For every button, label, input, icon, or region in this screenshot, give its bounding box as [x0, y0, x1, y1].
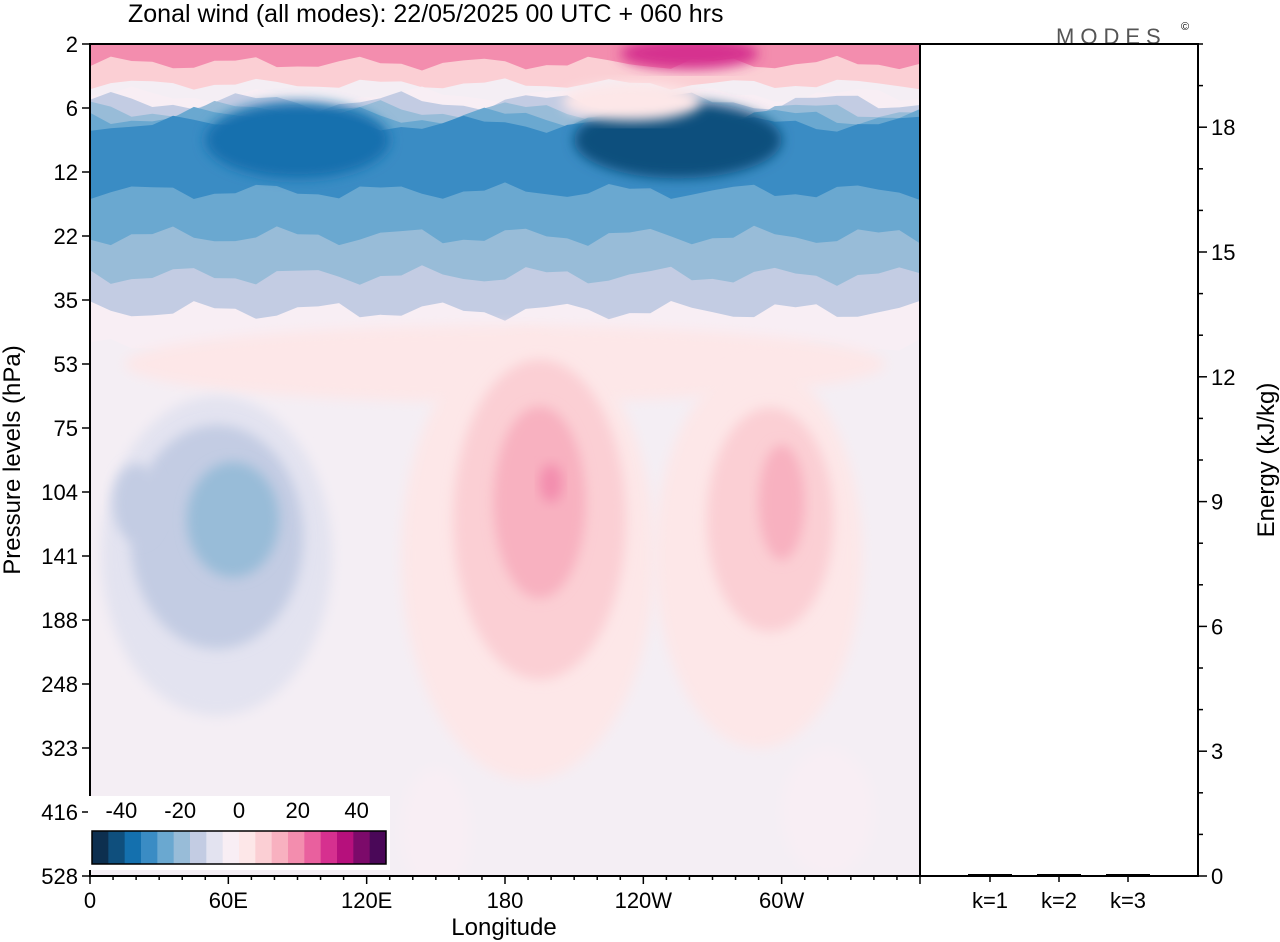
- colorbar-cell: [190, 831, 207, 864]
- energy-bar-k=3: [1106, 874, 1150, 876]
- easterly-region-west: [113, 463, 160, 541]
- colorbar-cell: [239, 831, 256, 864]
- lower-easterly-patch-1: [781, 748, 874, 876]
- y-tick-label: 2: [66, 32, 78, 57]
- energy-axis-title: Energy (kJ/kg): [1253, 383, 1280, 538]
- y-tick-label: 22: [54, 224, 78, 249]
- colorbar-cell: [92, 831, 109, 864]
- y-tick-label: 35: [54, 288, 78, 313]
- colorbar-frame: [91, 830, 387, 865]
- colorbar-label: 20: [286, 798, 310, 823]
- colorbar-cell: [337, 831, 354, 864]
- x-tick-label: 0: [84, 888, 96, 913]
- energy-bar-k=2: [1037, 874, 1081, 876]
- westerly-60w-core: [758, 444, 805, 560]
- x-tick-label: 180: [487, 888, 524, 913]
- energy-panel: k=1 k=2 k=3: [919, 43, 1199, 913]
- energy-frame: [919, 43, 1199, 877]
- colorbar-cell: [304, 831, 322, 864]
- colorbar-labels: -40 -20 0 20 40: [106, 798, 369, 823]
- upper-band-weak: [562, 82, 701, 121]
- y-tick-label: 6: [66, 96, 78, 121]
- energy-tick-label: 12: [1211, 365, 1235, 390]
- jet-core-west: [574, 101, 782, 179]
- colorbar-label: 0: [233, 798, 245, 823]
- y-tick-label: 12: [54, 160, 78, 185]
- energy-bars: k=1 k=2 k=3: [968, 874, 1150, 913]
- energy-bar-k=1: [968, 874, 1012, 876]
- y-tick-label: 323: [41, 736, 78, 761]
- colorbar-cell: [369, 831, 387, 864]
- y-axis-title: Pressure levels (hPa): [0, 345, 26, 574]
- y-tick-label: 528: [41, 864, 78, 889]
- colorbar-label: -40: [106, 798, 138, 823]
- energy-tick-label: 6: [1211, 614, 1223, 639]
- y-tick-label: 53: [54, 352, 78, 377]
- heatmap-bands: [90, 44, 920, 356]
- colorbar-cell: [222, 831, 240, 864]
- x-tick-label: 120W: [615, 888, 673, 913]
- colorbar-cell: [288, 831, 305, 864]
- upper-band-core: [620, 44, 759, 70]
- colorbar: -40 -20 0 20 40: [88, 796, 390, 870]
- colorbar-cell: [206, 831, 224, 864]
- heatmap-plot: [90, 44, 920, 876]
- colorbar-cell: [255, 831, 273, 864]
- y-tick-label: 141: [41, 544, 78, 569]
- colorbar-cell: [320, 831, 338, 864]
- y-tick-label: 248: [41, 672, 78, 697]
- energy-axis: 0 3 6 9 12 15 18: [1198, 43, 1235, 889]
- colorbar-cell: [124, 831, 142, 864]
- heatmap-features: [101, 44, 886, 876]
- colorbar-cell: [173, 831, 191, 864]
- colorbar-label: 40: [344, 798, 368, 823]
- energy-tick-label: 18: [1211, 115, 1235, 140]
- colorbar-cell: [353, 831, 371, 864]
- chart-title: Zonal wind (all modes): 22/05/2025 00 UT…: [128, 0, 723, 28]
- energy-category-label: k=3: [1110, 888, 1146, 913]
- x-tick-label: 60W: [759, 888, 804, 913]
- colorbar-cell: [141, 831, 158, 864]
- energy-tick-label: 0: [1211, 864, 1223, 889]
- brand-mark: ©: [1181, 21, 1189, 33]
- colorbar-cell: [271, 831, 289, 864]
- x-tick-label: 120E: [341, 888, 392, 913]
- colorbar-label: -20: [164, 798, 196, 823]
- energy-tick-label: 9: [1211, 490, 1223, 515]
- x-axis-title: Longitude: [451, 914, 556, 941]
- colorbar-cell: [108, 831, 126, 864]
- y-tick-label: 416: [41, 800, 78, 825]
- energy-tick-label: 15: [1211, 240, 1235, 265]
- easterly-region-core: [186, 462, 280, 578]
- x-axis: 0 60E 120E 180 120W 60W: [84, 876, 921, 913]
- dateline-westerly-core: [493, 406, 586, 599]
- y-tick-label: 188: [41, 608, 78, 633]
- energy-category-label: k=2: [1041, 888, 1077, 913]
- colorbar-cells: [92, 831, 387, 864]
- y-tick-label: 104: [41, 480, 78, 505]
- lower-easterly-patch-2: [401, 767, 471, 876]
- colorbar-cell: [157, 831, 175, 864]
- dateline-westerly-peak: [539, 463, 563, 503]
- energy-tick-label: 3: [1211, 739, 1223, 764]
- y-axis: 2 6 12 22 35 53 75 104 141 188 248 323 416 528: [41, 32, 90, 889]
- x-tick-label: 60E: [209, 888, 248, 913]
- y-tick-label: 75: [54, 416, 78, 441]
- jet-core-east: [205, 101, 390, 179]
- energy-category-label: k=1: [972, 888, 1008, 913]
